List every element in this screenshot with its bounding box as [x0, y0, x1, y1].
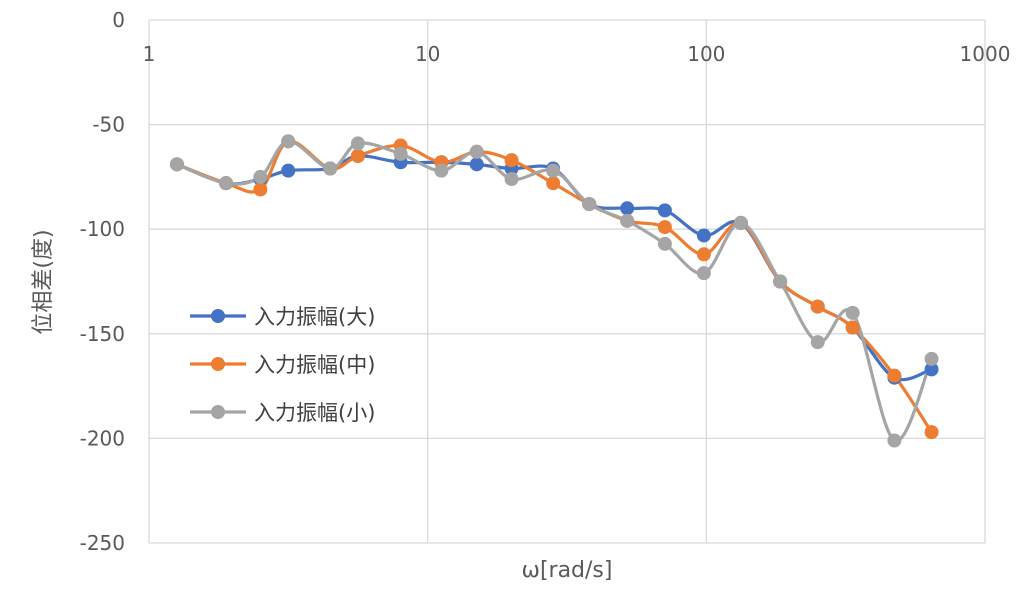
y-tick-label: -100	[80, 217, 125, 241]
series-2-point	[469, 144, 484, 159]
series-2-point	[696, 266, 711, 281]
y-tick-label: -250	[80, 531, 125, 555]
series-1-point	[657, 220, 672, 235]
series-1-point	[845, 320, 860, 335]
legend-label-2: 入力振幅(小)	[254, 401, 375, 425]
series-0-point	[469, 157, 484, 172]
y-tick-label: -50	[92, 113, 125, 137]
series-2-point	[350, 136, 365, 151]
series-1-point	[253, 182, 268, 197]
series-2-point	[657, 236, 672, 251]
series-2-point	[845, 305, 860, 320]
series-line-2	[175, 139, 934, 443]
x-axis-title: ω[rad/s]	[522, 558, 613, 583]
y-tick-label: 0	[112, 8, 125, 32]
series-2-point	[924, 351, 939, 366]
y-tick-label: -200	[80, 426, 125, 450]
series-2-point	[434, 163, 449, 178]
y-tick-label: -150	[80, 322, 125, 346]
legend-marker-1	[211, 357, 225, 371]
series-1-point	[546, 176, 561, 191]
series-1-point	[924, 425, 939, 440]
series-0-point	[281, 163, 296, 178]
series-2-point	[582, 197, 597, 212]
series-0-point	[924, 362, 939, 377]
series-1-point	[887, 368, 902, 383]
series-1-point	[504, 153, 519, 168]
series-2-point	[773, 274, 788, 289]
series-1-point	[696, 247, 711, 262]
data-series	[169, 134, 939, 448]
series-1-point	[810, 299, 825, 314]
series-0-point	[696, 228, 711, 243]
series-2-point	[733, 215, 748, 230]
legend-marker-2	[211, 405, 225, 419]
legend: 入力振幅(大) 入力振幅(中) 入力振幅(小)	[190, 305, 375, 425]
legend-marker-0	[211, 309, 225, 323]
series-2-point	[169, 157, 184, 172]
x-tick-label: 100	[687, 42, 725, 66]
series-2-point	[323, 161, 338, 176]
x-tick-label: 1	[143, 42, 156, 66]
tick-labels: 0 -50 -100 -150 -200 -250 1 10 100 1000	[80, 8, 1011, 555]
series-2-point	[219, 176, 234, 191]
series-2-point	[393, 146, 408, 161]
series-0-point	[620, 201, 635, 216]
grid-lines	[148, 19, 986, 544]
series-2-point	[504, 171, 519, 186]
series-2-point	[546, 163, 561, 178]
x-tick-label: 10	[415, 42, 440, 66]
legend-label-1: 入力振幅(中)	[254, 353, 375, 377]
series-2-point	[887, 433, 902, 448]
series-0-point	[657, 203, 672, 218]
series-2-point	[253, 169, 268, 184]
series-2-point	[620, 213, 635, 228]
y-axis-title: 位相差(度)	[31, 229, 56, 334]
series-2-point	[810, 335, 825, 350]
series-1-point	[350, 148, 365, 163]
legend-label-0: 入力振幅(大)	[254, 305, 375, 329]
x-tick-label: 1000	[960, 42, 1011, 66]
series-2-point	[281, 134, 296, 149]
